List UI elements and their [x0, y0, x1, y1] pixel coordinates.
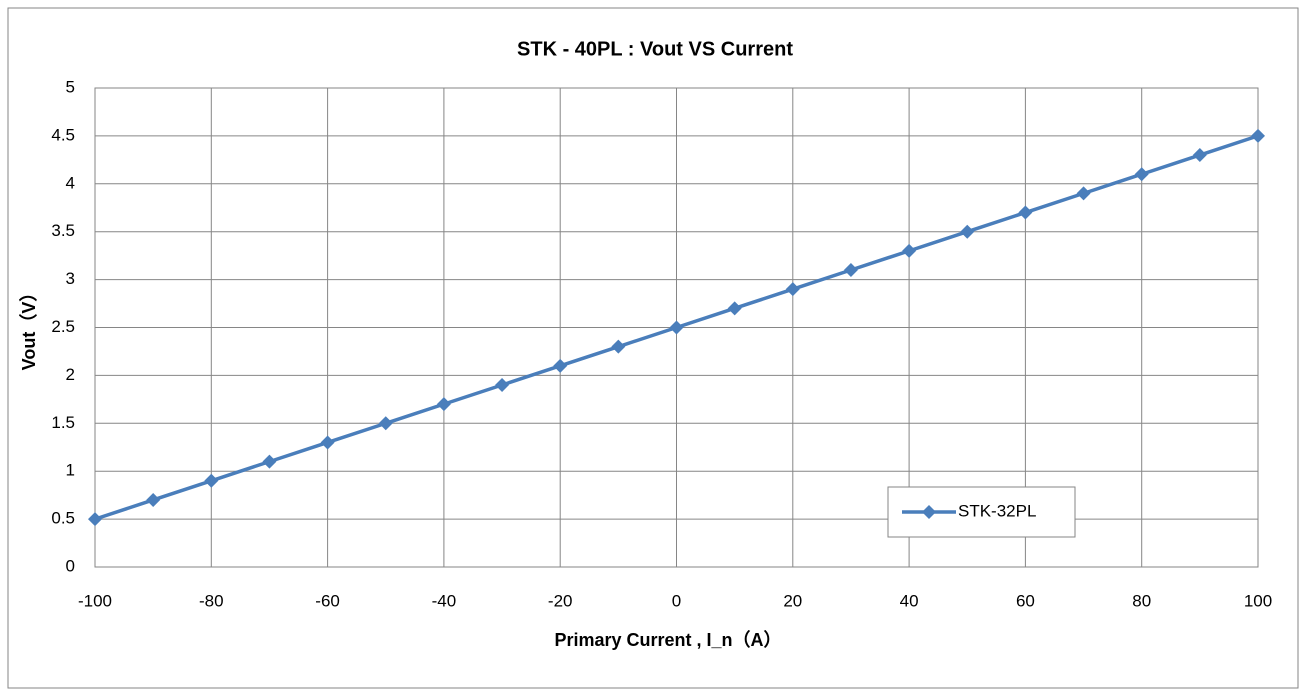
data-point — [1192, 148, 1207, 163]
x-tick-label: 40 — [900, 591, 919, 610]
data-point — [785, 282, 800, 297]
y-tick-label: 1.5 — [51, 413, 75, 432]
data-point — [843, 263, 858, 278]
x-tick-label: 80 — [1132, 591, 1151, 610]
legend-marker — [922, 505, 936, 519]
chart-title: STK - 40PL : Vout VS Current — [517, 38, 793, 60]
y-tick-label: 2 — [66, 365, 75, 384]
data-point — [262, 454, 277, 469]
legend-label: STK-32PL — [958, 501, 1036, 520]
data-point — [88, 512, 102, 527]
x-tick-label: -20 — [548, 591, 573, 610]
data-point — [495, 377, 510, 392]
x-tick-label: 0 — [672, 591, 681, 610]
y-tick-label: 2.5 — [51, 317, 75, 336]
data-point — [436, 397, 451, 412]
x-tick-label: 20 — [783, 591, 802, 610]
y-axis-label: Vout（V） — [19, 284, 39, 371]
data-point — [1251, 128, 1265, 143]
y-tick-label: 1 — [66, 461, 75, 480]
data-point — [146, 492, 161, 507]
data-point — [727, 301, 742, 316]
y-tick-label: 3 — [66, 269, 75, 288]
chart-frame — [7, 7, 1299, 689]
data-point — [1018, 205, 1033, 220]
data-point — [902, 243, 917, 258]
y-tick-label: 5 — [66, 77, 75, 96]
data-point — [669, 320, 684, 335]
x-tick-label: -100 — [78, 591, 112, 610]
y-tick-label: 3.5 — [51, 221, 75, 240]
x-tick-label: 60 — [1016, 591, 1035, 610]
y-tick-label: 4 — [66, 173, 75, 192]
data-point — [204, 473, 219, 488]
data-point — [378, 416, 393, 431]
data-point — [1134, 167, 1149, 182]
y-tick-label: 0.5 — [51, 509, 75, 528]
x-axis-label: Primary Current , I_n（A） — [554, 630, 781, 650]
y-tick-label: 4.5 — [51, 125, 75, 144]
data-point — [553, 358, 568, 373]
x-tick-label: 100 — [1244, 591, 1272, 610]
data-point — [320, 435, 335, 450]
y-tick-label: 0 — [66, 556, 75, 575]
x-tick-label: -60 — [315, 591, 340, 610]
data-point — [960, 224, 975, 239]
x-tick-label: -80 — [199, 591, 224, 610]
data-point — [1076, 186, 1091, 201]
x-tick-label: -40 — [432, 591, 457, 610]
data-point — [611, 339, 626, 354]
plot-border — [94, 87, 1259, 568]
